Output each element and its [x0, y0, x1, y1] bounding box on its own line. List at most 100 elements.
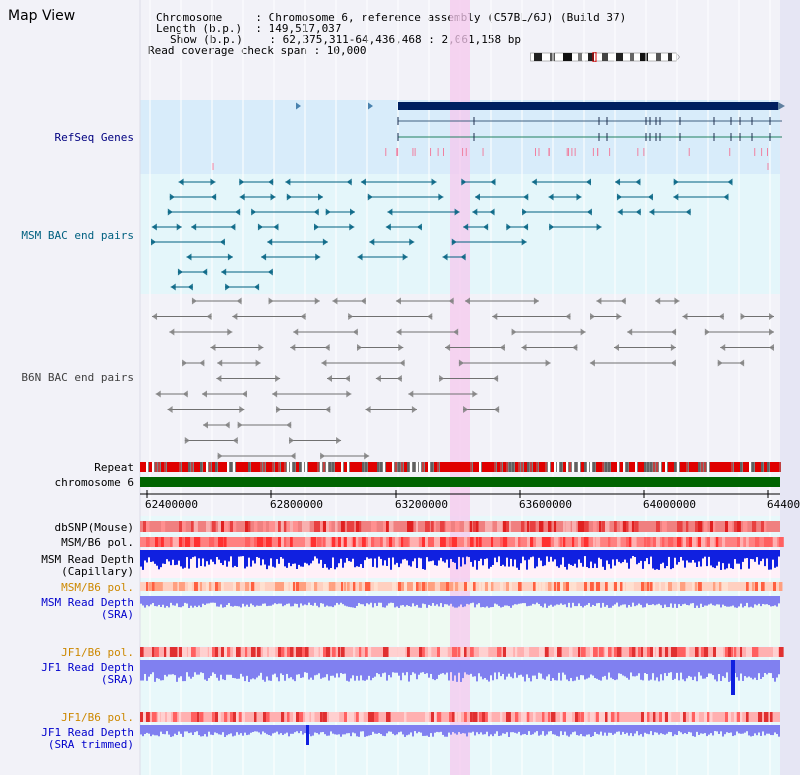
msm-sra-depth-bar: [184, 596, 186, 603]
repeat-segment: [551, 462, 554, 472]
track-label-dbsnp[interactable]: dbSNP(Mouse): [54, 521, 134, 534]
jf1-sra-depth-bar: [418, 660, 420, 675]
jf1-sra-depth-bar: [478, 660, 480, 674]
msm-b6-pol-strip-cell: [389, 537, 393, 547]
track-label-jf1-depth-sra[interactable]: JF1 Read Depth: [41, 661, 134, 674]
track-label-msm-b6-pol-1[interactable]: MSM/B6 pol.: [61, 536, 134, 549]
repeat-segment: [527, 462, 529, 472]
msm-sra-depth-bar: [248, 596, 250, 607]
repeat-segment: [680, 462, 683, 472]
jf1-trim-depth-bar: [618, 725, 620, 732]
jf1-sra-depth-bar: [350, 660, 352, 679]
jf1-trim-depth-bar: [218, 725, 220, 735]
msm-capillary-depth-bar: [664, 550, 666, 569]
jf1-trim-depth-bar: [770, 725, 772, 736]
msm-sra-depth-bar: [442, 596, 444, 608]
jf1-sra-depth-bar: [600, 660, 602, 681]
info-coverage-span: Read coverage check span : 10,000: [148, 44, 367, 57]
track-label-msm-bac[interactable]: MSM BAC end pairs: [21, 229, 134, 242]
track-label-msm-depth-sra[interactable]: MSM Read Depth: [41, 596, 134, 609]
msm-sra-depth-bar: [198, 596, 200, 606]
msm-b6-pol2-strip-cell: [725, 582, 729, 591]
jf1-trim-depth-bar: [568, 725, 570, 737]
msm-b6-pol2-strip-cell: [347, 582, 350, 591]
msm-capillary-depth-bar: [592, 550, 594, 569]
jf1-trim-depth-bar: [580, 725, 582, 735]
msm-sra-depth-bar: [276, 596, 278, 605]
b6n-bac-end: [464, 297, 470, 305]
jf1-trim-depth-bar: [340, 725, 342, 737]
msm-bac-end: [615, 178, 621, 186]
track-label-msm-depth-cap[interactable]: MSM Read Depth: [41, 553, 134, 566]
chromosome-info: Chromosome : Chromosome 6, reference ass…: [148, 12, 626, 56]
msm-b6-pol-strip-cell: [560, 537, 563, 547]
msm-capillary-depth-bar: [348, 550, 350, 562]
jf1-trim-depth-bar: [294, 725, 296, 733]
msm-b6-pol2-strip-cell: [245, 582, 250, 591]
msm-capillary-depth-bar: [394, 550, 396, 565]
jf1-b6-pol-strip-cell: [614, 647, 618, 657]
jf1-sra-depth-bar: [424, 660, 426, 674]
repeat-segment: [227, 462, 229, 472]
msm-b6-pol-strip-cell: [554, 537, 559, 547]
jf1-sra-depth-bar: [620, 660, 622, 674]
track-label-repeat[interactable]: Repeat: [94, 461, 134, 474]
jf1-trim-depth-bar: [684, 725, 686, 734]
jf1-sra-depth-bar: [166, 660, 168, 677]
msm-sra-depth-bar: [770, 596, 772, 607]
msm-b6-pol2-strip-cell: [152, 582, 155, 591]
repeat-segment: [641, 462, 644, 472]
jf1-trim-depth-bar: [206, 725, 208, 737]
repeat-segment: [563, 462, 566, 472]
jf1-trim-depth-bar: [542, 725, 544, 732]
jf1-trim-depth-bar: [216, 725, 218, 734]
jf1-sra-depth-bar: [392, 660, 394, 673]
track-label-refseq[interactable]: RefSeq Genes: [54, 131, 134, 144]
track-label-msm-b6-pol-2[interactable]: MSM/B6 pol.: [61, 581, 134, 594]
jf1-sra-depth-bar: [672, 660, 674, 680]
jf1-sra-depth-bar: [546, 660, 548, 677]
jf1-trim-depth-bar: [242, 725, 244, 736]
msm-sra-depth-bar: [728, 596, 730, 607]
right-margin: [780, 0, 800, 775]
jf1-sra-depth-bar: [572, 660, 574, 682]
dbsnp-strip-cell: [386, 521, 389, 532]
jf1-sra-depth-bar: [712, 660, 714, 676]
track-label-jf1-depth-trim[interactable]: JF1 Read Depth: [41, 726, 134, 739]
msm-capillary-depth-bar: [374, 550, 376, 559]
jf1-sra-depth-bar: [260, 660, 262, 673]
track-label-b6n-bac[interactable]: B6N BAC end pairs: [21, 371, 134, 384]
b6n-bac-end: [396, 328, 402, 336]
msm-sra-depth-bar: [502, 596, 504, 607]
msm-capillary-depth-bar: [440, 550, 442, 558]
msm-capillary-depth-bar: [314, 550, 316, 557]
jf1-trim-depth-bar: [544, 725, 546, 736]
msm-bac-end: [523, 223, 529, 231]
msm-capillary-depth-bar: [216, 550, 218, 558]
repeat-segment: [560, 462, 562, 472]
jf1-trim-depth-bar: [266, 725, 268, 735]
repeat-segment: [341, 462, 343, 472]
repeat-segment: [542, 462, 545, 472]
msm-sra-depth-bar: [426, 596, 428, 608]
msm-sra-depth-bar: [388, 596, 390, 604]
msm-bac-end: [723, 193, 729, 201]
msm-capillary-depth-bar: [626, 550, 628, 563]
b6n-bac-end: [336, 437, 342, 444]
b6n-bac-end: [411, 406, 417, 413]
b6n-bac-end: [492, 313, 498, 320]
track-label-chromosome[interactable]: chromosome 6: [54, 476, 134, 489]
msm-sra-depth-bar: [720, 596, 722, 608]
msm-sra-depth-bar: [730, 596, 732, 607]
repeat-segment: [632, 462, 635, 472]
msm-sra-depth-bar: [516, 596, 518, 605]
b6n-bac-end: [739, 359, 745, 367]
msm-bac-end: [313, 208, 319, 216]
jf1-trim-depth-bar: [384, 725, 386, 737]
msm-capillary-depth-bar: [500, 550, 502, 567]
msm-b6-pol-strip-cell: [536, 537, 541, 547]
track-label-jf1-b6-pol-1[interactable]: JF1/B6 pol.: [61, 646, 134, 659]
track-label-jf1-b6-pol-2[interactable]: JF1/B6 pol.: [61, 711, 134, 724]
b6n-bac-end: [327, 375, 333, 382]
